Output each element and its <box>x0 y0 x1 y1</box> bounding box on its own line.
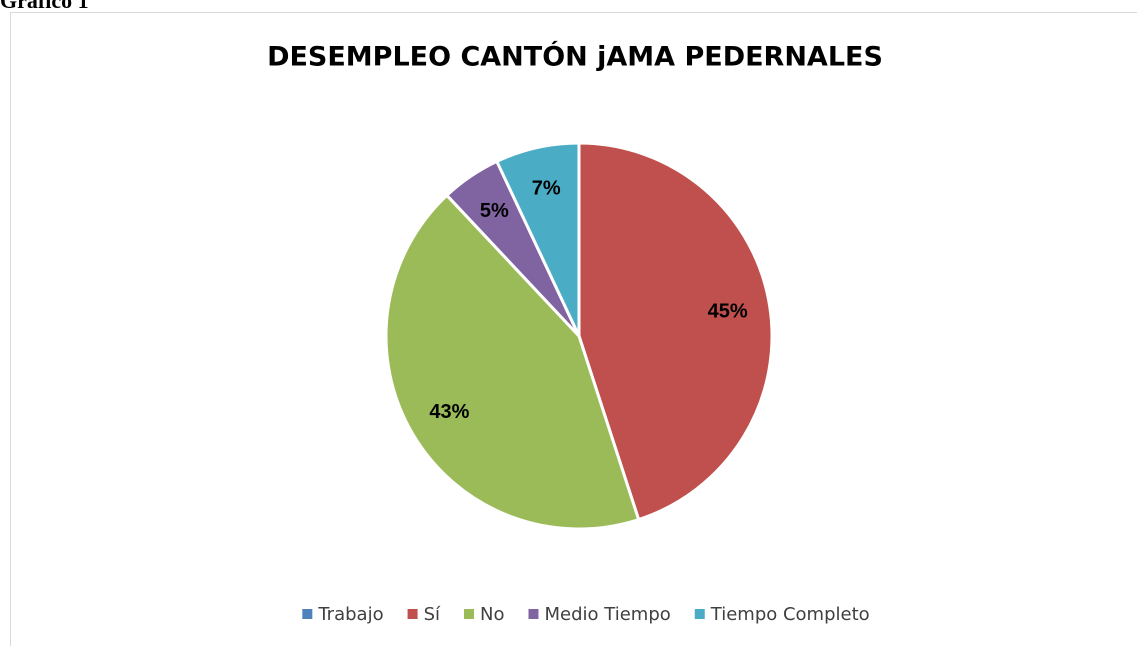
chart-title: DESEMPLEO CANTÓN jAMA PEDERNALES <box>267 41 883 73</box>
caption: Gráfico 1 <box>0 0 89 13</box>
legend-label: Sí <box>424 604 441 625</box>
legend-swatch <box>407 609 418 619</box>
legend-label: Medio Tiempo <box>545 604 671 625</box>
legend-swatch <box>528 609 539 619</box>
legend-label: No <box>480 604 504 625</box>
legend-label: Trabajo <box>317 604 383 625</box>
legend-swatch <box>464 609 475 619</box>
pie-slice <box>384 193 641 531</box>
legend-swatch <box>302 609 313 619</box>
legend-swatch <box>694 609 705 619</box>
data-label: 7% <box>532 177 561 199</box>
legend-label: Tiempo Completo <box>710 604 870 625</box>
data-label: 43% <box>429 401 469 423</box>
data-label: 5% <box>480 200 509 222</box>
data-label: 45% <box>708 301 748 323</box>
pie-slice <box>577 141 774 522</box>
pie-slice <box>495 141 581 338</box>
